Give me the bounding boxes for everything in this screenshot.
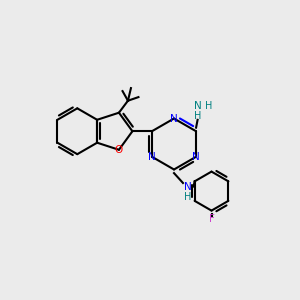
Text: N: N [192,152,200,162]
Text: N: N [194,101,202,111]
Text: H: H [194,111,201,121]
Text: N: N [184,182,191,192]
Text: F: F [208,214,214,224]
Text: H: H [205,101,212,111]
Text: O: O [115,145,123,155]
Text: H: H [184,191,191,202]
Text: N: N [170,113,178,124]
Text: N: N [148,152,156,162]
